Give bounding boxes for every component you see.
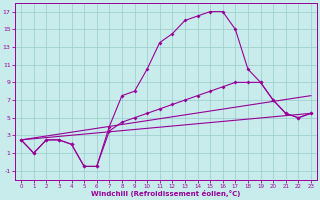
X-axis label: Windchill (Refroidissement éolien,°C): Windchill (Refroidissement éolien,°C) <box>91 190 241 197</box>
